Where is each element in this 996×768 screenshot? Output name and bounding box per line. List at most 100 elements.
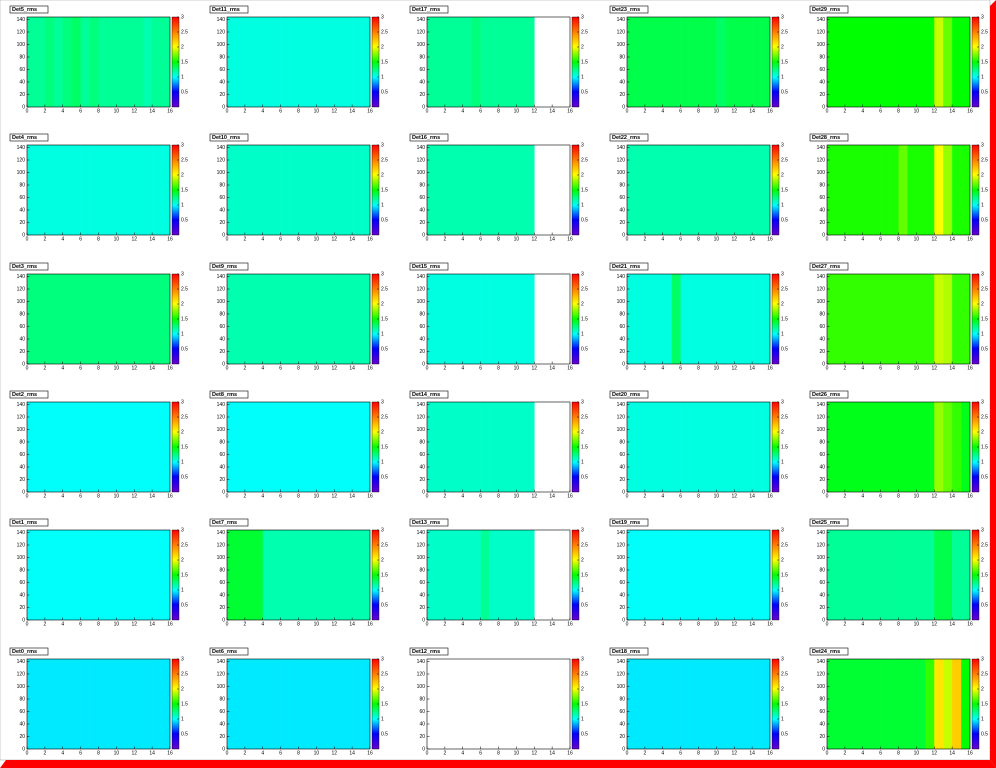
x-tick-label: 2 xyxy=(643,236,646,242)
z-tick-label: 2.5 xyxy=(381,542,388,548)
x-tick-label: 16 xyxy=(167,108,173,114)
z-tick-label: 0.5 xyxy=(381,89,388,95)
x-tick-label: 4 xyxy=(261,621,264,627)
y-tick-label: 60 xyxy=(219,324,225,330)
z-tick-label: 2 xyxy=(981,172,984,178)
heat-cell xyxy=(907,145,917,235)
heat-cell xyxy=(27,17,37,107)
y-tick-label: 120 xyxy=(17,157,26,163)
y-tick-label: 80 xyxy=(19,439,25,445)
y-tick-label: 140 xyxy=(17,530,26,536)
x-tick-label: 12 xyxy=(931,621,937,627)
heat-cell xyxy=(627,659,637,749)
z-tick-label: 3 xyxy=(781,271,784,277)
x-tick-label: 4 xyxy=(461,493,464,499)
heat-cell xyxy=(525,530,535,620)
y-tick-label: 120 xyxy=(617,414,626,420)
x-tick-label: 4 xyxy=(461,236,464,242)
panel-title: Det6_rms xyxy=(212,649,237,655)
y-tick-label: 20 xyxy=(819,220,825,226)
y-tick-label: 140 xyxy=(417,402,426,408)
x-tick-label: 16 xyxy=(367,621,373,627)
heat-cell xyxy=(644,659,655,749)
y-tick-label: 120 xyxy=(17,29,26,35)
heat-cell xyxy=(716,530,726,620)
y-tick-label: 20 xyxy=(219,349,225,355)
z-tick-label: 1 xyxy=(981,587,984,593)
z-tick-label: 3 xyxy=(581,527,584,533)
x-tick-label: 4 xyxy=(261,108,264,114)
heat-cell xyxy=(107,145,117,235)
y-tick-label: 120 xyxy=(17,414,26,420)
x-tick-label: 12 xyxy=(931,750,937,756)
panel-title: Det28_rms xyxy=(812,135,840,141)
y-tick-label: 40 xyxy=(619,721,625,727)
y-tick-label: 60 xyxy=(19,324,25,330)
x-tick-label: 6 xyxy=(879,621,882,627)
heat-cell xyxy=(235,17,246,107)
y-tick-label: 100 xyxy=(817,170,826,176)
heat-cell xyxy=(107,402,117,492)
z-tick-label: 1 xyxy=(581,716,584,722)
x-tick-label: 8 xyxy=(697,493,700,499)
heat-cell xyxy=(262,17,272,107)
heat-cell xyxy=(716,402,726,492)
heat-cell xyxy=(289,17,299,107)
x-tick-label: 6 xyxy=(679,493,682,499)
heat-cell xyxy=(462,145,472,235)
x-tick-label: 4 xyxy=(61,750,64,756)
x-tick-label: 14 xyxy=(749,750,755,756)
z-tick-label: 2 xyxy=(981,44,984,50)
z-tick-label: 0.5 xyxy=(781,217,788,223)
heat-cell xyxy=(853,17,864,107)
heat-cell xyxy=(827,530,837,620)
panel-title: Det24_rms xyxy=(812,649,840,655)
y-tick-label: 80 xyxy=(419,439,425,445)
x-tick-label: 4 xyxy=(861,750,864,756)
z-tick-label: 1 xyxy=(381,202,384,208)
heat-cell xyxy=(689,402,699,492)
heat-cell xyxy=(262,530,272,620)
heat-cell xyxy=(671,530,681,620)
x-tick-label: 4 xyxy=(261,750,264,756)
heat-cell xyxy=(98,145,108,235)
heat-cell xyxy=(889,659,899,749)
y-tick-label: 20 xyxy=(619,349,625,355)
heat-cell xyxy=(498,530,508,620)
x-tick-label: 14 xyxy=(149,236,155,242)
x-tick-label: 14 xyxy=(949,750,955,756)
title-box xyxy=(209,518,249,527)
heat-cell xyxy=(644,145,655,235)
heat-cell xyxy=(671,659,681,749)
heat-cell xyxy=(635,274,646,364)
heat-cell xyxy=(889,530,899,620)
heat-cell xyxy=(89,402,99,492)
x-tick-label: 10 xyxy=(714,108,720,114)
z-tick-label: 0.5 xyxy=(981,602,988,608)
z-tick-label: 0.5 xyxy=(581,89,588,95)
heat-cell xyxy=(235,402,246,492)
y-tick-label: 0 xyxy=(422,617,425,623)
y-tick-label: 80 xyxy=(19,696,25,702)
z-tick-label: 3 xyxy=(781,656,784,662)
z-tick-label: 3 xyxy=(981,656,984,662)
heat-cell xyxy=(952,659,962,749)
y-tick-label: 80 xyxy=(419,182,425,188)
y-tick-label: 20 xyxy=(219,92,225,98)
x-tick-label: 2 xyxy=(443,493,446,499)
x-tick-label: 10 xyxy=(314,108,320,114)
x-tick-label: 10 xyxy=(714,365,720,371)
title-box xyxy=(609,5,649,14)
z-tick-label: 0.5 xyxy=(381,731,388,737)
x-tick-label: 8 xyxy=(497,621,500,627)
x-tick-label: 0 xyxy=(826,621,829,627)
y-tick-label: 120 xyxy=(417,286,426,292)
x-tick-label: 12 xyxy=(731,621,737,627)
x-tick-label: 8 xyxy=(497,365,500,371)
z-tick-label: 1 xyxy=(581,459,584,465)
y-tick-label: 0 xyxy=(222,232,225,238)
z-tick-label: 1.5 xyxy=(981,572,988,578)
heat-cell xyxy=(489,274,499,364)
